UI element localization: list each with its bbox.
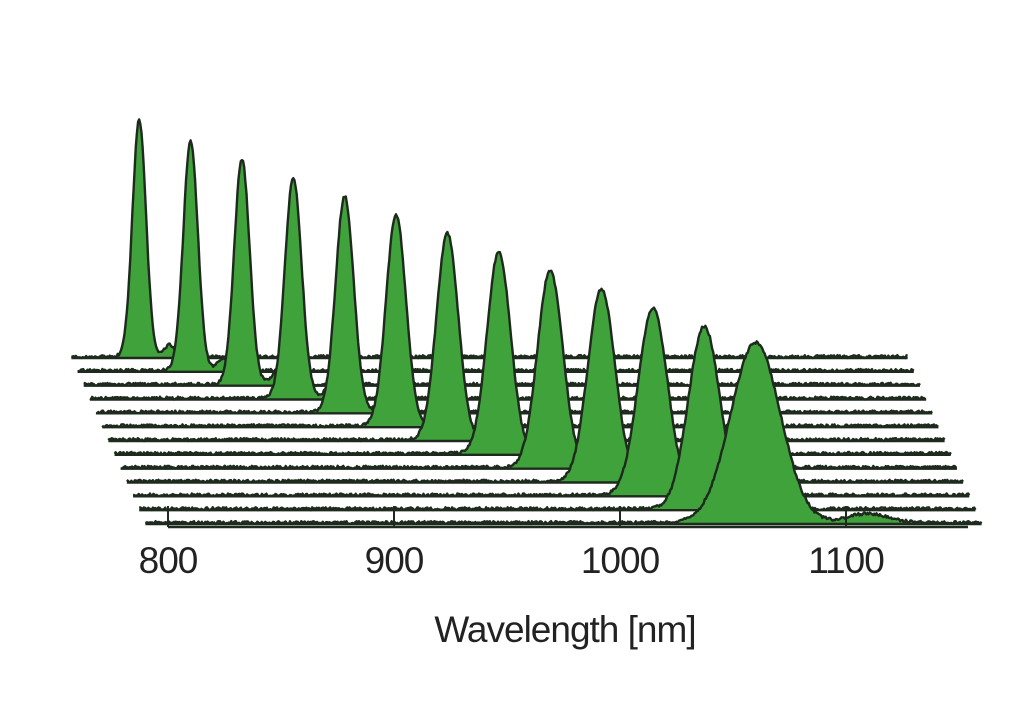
x-axis-label: Wavelength [nm] [434, 609, 695, 650]
spectrum-6-fill [102, 214, 939, 428]
x-tick-label-900: 900 [365, 540, 424, 581]
spectrum-13-fill [145, 341, 982, 524]
series-layer [71, 118, 983, 527]
x-tick-label-1100: 1100 [808, 540, 884, 581]
spectrum-13-line [144, 340, 983, 526]
spectrum-9-fill [120, 270, 957, 469]
x-axis: 800 900 1000 1100 [139, 506, 969, 581]
x-tick-label-1000: 1000 [581, 540, 660, 581]
x-tick-label-800: 800 [139, 540, 198, 581]
spectrum-6-line [101, 213, 939, 429]
